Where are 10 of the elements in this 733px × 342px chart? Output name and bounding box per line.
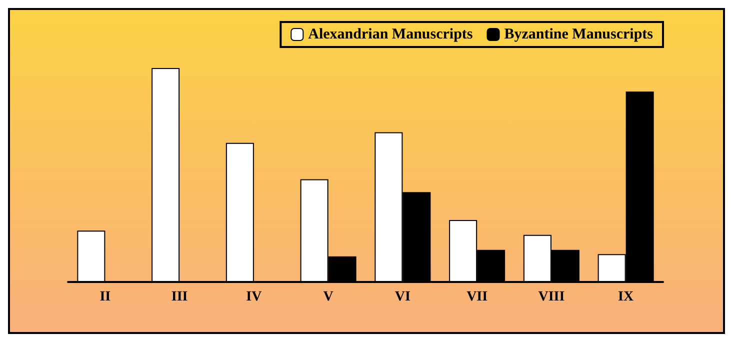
x-tick-label: VI [394,290,410,304]
x-tick-label: VIII [538,290,565,304]
x-tick-label: III [171,290,188,304]
x-tick-label: II [100,290,111,304]
legend-label: Byzantine Manuscripts [504,26,654,42]
x-tick-label: V [323,290,334,304]
x-tick-label: VII [466,290,488,304]
legend-label: Alexandrian Manuscripts [308,26,473,42]
x-tick-label: IX [618,290,634,304]
x-tick-label: IV [246,290,262,304]
